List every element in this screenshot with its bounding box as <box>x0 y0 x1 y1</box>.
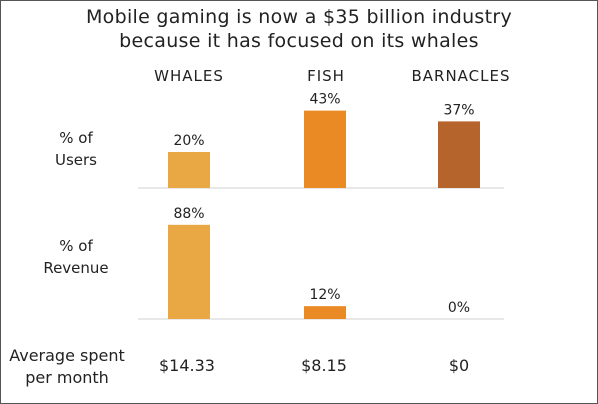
users-data-label-barnacles: 37% <box>443 102 474 118</box>
revenue-data-label-barnacles: 0% <box>448 300 470 316</box>
users-row-label: % of Users <box>21 127 131 171</box>
users-bar-barnacles <box>438 121 480 188</box>
spent-value-whales: $14.33 <box>159 356 215 375</box>
users-data-label-fish: 43% <box>309 92 340 108</box>
category-label-barnacles: BARNACLES <box>411 67 511 85</box>
category-label-fish: FISH <box>307 67 345 85</box>
revenue-row-label: % of Revenue <box>17 235 135 279</box>
chart-title-line-2: because it has focused on its whales <box>119 30 479 52</box>
spent-value-barnacles: $0 <box>448 356 470 375</box>
revenue-bar-fish <box>304 306 346 319</box>
revenue-data-label-fish: 12% <box>309 287 340 303</box>
spent-row-label: Average spent per month <box>5 345 129 389</box>
users-data-label-whales: 20% <box>173 133 204 149</box>
chart-title-line-1: Mobile gaming is now a $35 billion indus… <box>85 6 513 28</box>
spent-value-fish: $8.15 <box>301 356 347 375</box>
users-bar-fish <box>304 110 346 188</box>
category-label-whales: WHALES <box>154 67 224 85</box>
spent-row-label-line-1: Average spent <box>9 346 125 365</box>
revenue-bar-whales <box>168 224 210 319</box>
users-row-label-line-1: % of <box>59 129 93 147</box>
spent-row-label-line-2: per month <box>25 368 109 387</box>
revenue-data-label-whales: 88% <box>173 206 204 222</box>
revenue-row-label-line-1: % of <box>59 237 93 255</box>
users-bar-whales <box>168 152 210 188</box>
revenue-row-label-line-2: Revenue <box>43 259 109 277</box>
users-row-label-line-2: Users <box>54 151 97 169</box>
